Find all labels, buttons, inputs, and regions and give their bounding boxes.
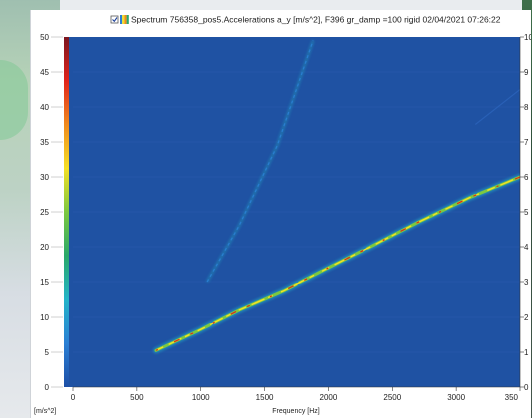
spectral-traces [153,40,520,354]
trace-peak [155,176,520,351]
y-tick-label: 35 [40,138,49,147]
y-tick-label: 5 [45,348,50,357]
y2-tick-label: 5 [524,208,529,217]
x-axis-label: Frequency [Hz] [272,408,320,415]
chart-title: Spectrum 756358_pos5.Accelerations a_y [… [131,15,501,25]
x-tick-label: 1500 [256,393,274,402]
y-tick-label: 30 [40,173,49,182]
legend-checkbox[interactable] [110,15,119,24]
x-tick-label: 2500 [383,393,401,402]
background-glow [0,60,28,140]
colorbar [64,37,69,387]
x-tick-label: 350 [505,393,519,402]
y2-tick-label: 3 [524,278,529,287]
y2-tick-label: 6 [524,173,529,182]
y2-tick-label: 9 [524,68,529,77]
y-tick-label: 50 [40,33,49,42]
colorbar-unit-label: [m/s^2] [34,408,56,415]
y2-tick-label: 4 [524,243,529,252]
y-tick-label: 25 [40,208,49,217]
y-tick-label: 40 [40,103,49,112]
y-axis-right: 0 1 2 3 4 5 6 7 8 9 10 [520,33,531,392]
spectrum-window: Spectrum 756358_pos5.Accelerations a_y [… [30,10,531,418]
x-tick-label: 500 [130,393,144,402]
y2-tick-label: 8 [524,103,529,112]
x-tick-label: 2000 [320,393,338,402]
x-tick-label: 3000 [447,393,465,402]
colormap-swatch-icon [120,15,129,24]
trace-band [474,89,520,125]
x-tick-label: 0 [71,393,76,402]
y-tick-label: 0 [45,383,50,392]
plot-area [73,37,520,387]
y-tick-label: 45 [40,68,49,77]
legend-row[interactable]: Spectrum 756358_pos5.Accelerations a_y [… [110,15,501,25]
y2-tick-label: 10 [524,33,531,42]
y2-tick-label: 0 [524,383,529,392]
y-tick-label: 15 [40,278,49,287]
checkmark-icon [112,17,118,23]
colorbar-gap [69,37,73,387]
y2-tick-label: 7 [524,138,529,147]
x-axis: 0 500 1000 1500 2000 2500 3000 350 [71,386,521,402]
y-tick-label: 10 [40,313,49,322]
trace-band [206,40,314,283]
gridlines [73,71,520,353]
y-tick-label: 20 [40,243,49,252]
y2-tick-label: 2 [524,313,529,322]
y2-tick-label: 1 [524,348,529,357]
x-tick-label: 1000 [192,393,210,402]
spectrogram-chart: Spectrum 756358_pos5.Accelerations a_y [… [34,15,531,416]
traces-clip [153,40,520,354]
y-axis-left: 0 5 10 15 20 25 30 35 40 45 50 [40,33,63,392]
